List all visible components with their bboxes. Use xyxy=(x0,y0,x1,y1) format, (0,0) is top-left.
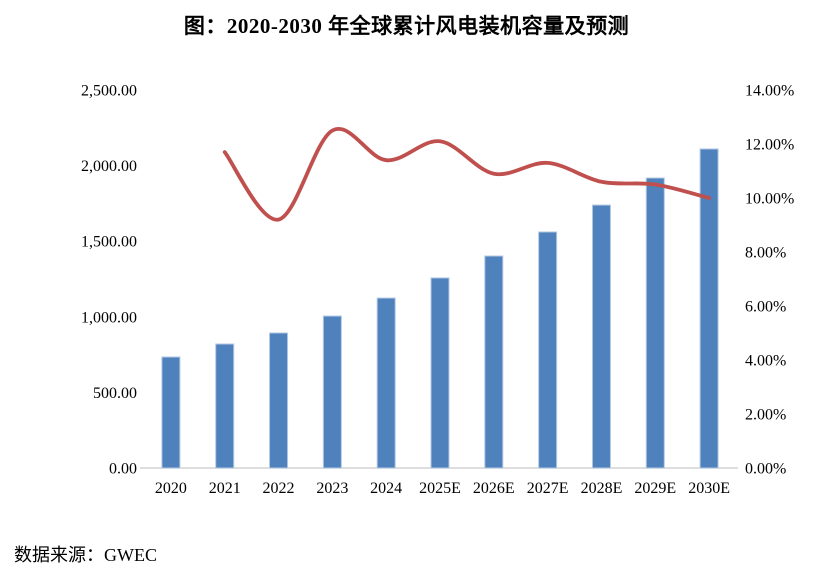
x-axis-label-2028E: 2028E xyxy=(581,480,623,497)
bar-2027E xyxy=(538,231,558,469)
right-axis-tick-label: 6.00% xyxy=(745,299,786,316)
right-axis-tick-label: 4.00% xyxy=(745,353,786,370)
right-axis-tick-label: 12.00% xyxy=(745,137,794,154)
x-axis-label-2020: 2020 xyxy=(155,480,187,497)
right-axis-tick-label: 8.00% xyxy=(745,245,786,262)
left-axis-tick-label: 1,500.00 xyxy=(81,234,137,251)
chart-title: 图：2020-2030 年全球累计风电装机容量及预测 xyxy=(183,14,630,38)
bar-2029E xyxy=(645,177,665,469)
bar-2028E xyxy=(591,204,611,469)
growth-rate-line xyxy=(222,126,711,222)
x-axis-label-2026E: 2026E xyxy=(473,480,515,497)
left-axis-tick-label: 500.00 xyxy=(93,385,137,402)
x-axis-label-2030E: 2030E xyxy=(688,480,730,497)
x-axis-label-2023: 2023 xyxy=(316,480,348,497)
bar-2021 xyxy=(215,343,235,469)
right-axis-tick-label: 10.00% xyxy=(745,191,794,208)
left-axis-tick-label: 1,000.00 xyxy=(81,309,137,326)
bar-2026E xyxy=(484,255,504,469)
right-axis-tick-label: 2.00% xyxy=(745,407,786,424)
bar-2024 xyxy=(376,297,396,469)
bar-2020 xyxy=(161,356,181,469)
bar-2022 xyxy=(269,332,289,469)
right-axis-tick-label: 0.00% xyxy=(745,461,786,478)
x-axis-label-2024: 2024 xyxy=(370,480,402,497)
bar-2030E xyxy=(699,148,719,469)
x-axis-label-2027E: 2027E xyxy=(527,480,569,497)
left-axis-tick-label: 2,500.00 xyxy=(81,83,137,100)
x-axis-label-2022: 2022 xyxy=(263,480,295,497)
bar-2025E xyxy=(430,277,450,469)
right-axis-tick-label: 14.00% xyxy=(745,83,794,100)
x-axis-label-2025E: 2025E xyxy=(419,480,461,497)
bar-2023 xyxy=(322,315,342,469)
x-axis-label-2029E: 2029E xyxy=(634,480,676,497)
left-axis-tick-label: 2,000.00 xyxy=(81,158,137,175)
left-axis-tick-label: 0.00 xyxy=(109,461,137,478)
x-axis-label-2021: 2021 xyxy=(209,480,241,497)
data-source-note: 数据来源：GWEC xyxy=(14,545,157,565)
